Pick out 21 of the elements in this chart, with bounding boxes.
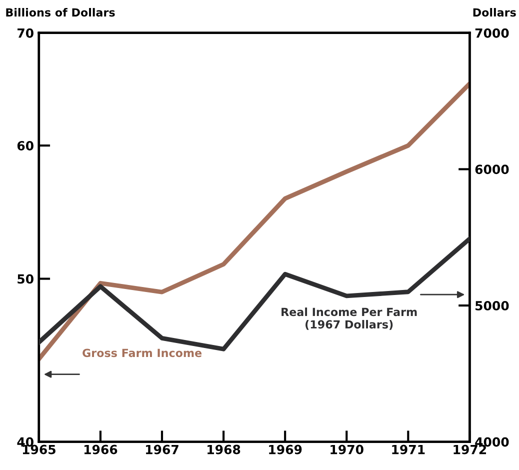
y-tick-label: 70 bbox=[18, 28, 34, 38]
series-label: Real Income Per Farm (1967 Dollars) bbox=[282, 308, 417, 330]
y-tick-label: 40 bbox=[17, 437, 34, 447]
y2-tick-label: 6000 bbox=[475, 164, 509, 174]
x-tick-label: 1968 bbox=[208, 444, 240, 454]
text: Gross Farm Income bbox=[82, 348, 202, 358]
y2-axis-title: Dollars bbox=[473, 8, 516, 17]
x-tick-label: 1966 bbox=[84, 444, 118, 454]
y2-tick-label: 4000 bbox=[475, 437, 509, 447]
y-axis-title: Billions of Dollars bbox=[6, 8, 115, 17]
x-tick-label: 1972 bbox=[454, 444, 486, 454]
x-tick-label: 1967 bbox=[146, 444, 178, 454]
y2-tick-label: 7000 bbox=[475, 28, 509, 38]
y-tick-label: 60 bbox=[17, 141, 34, 150]
x-tick-label: 1970 bbox=[330, 444, 364, 454]
x-tick-label: 1965 bbox=[22, 444, 56, 454]
line-series bbox=[38, 81, 470, 362]
y2-tick-label: 5000 bbox=[476, 300, 509, 310]
x-tick-label: 1969 bbox=[269, 444, 302, 454]
x-tick-label: 1971 bbox=[392, 444, 425, 454]
y-tick-label: 50 bbox=[18, 274, 34, 284]
